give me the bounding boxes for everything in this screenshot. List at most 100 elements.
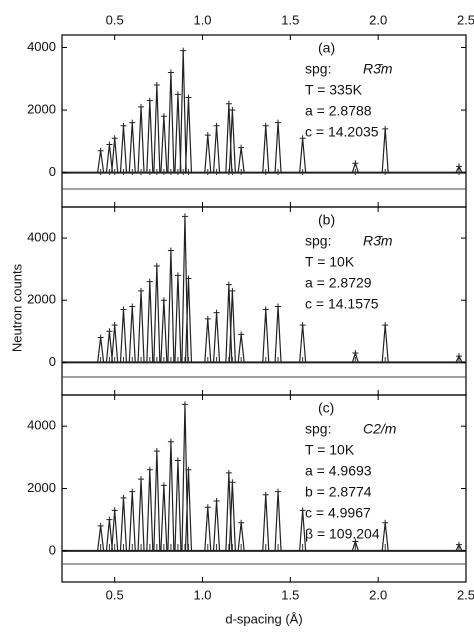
panel-label: (b) bbox=[318, 212, 335, 228]
x-tick-label-top: 2.5 bbox=[457, 12, 474, 27]
peak-marker bbox=[153, 263, 160, 270]
peak bbox=[160, 116, 168, 173]
y-tick-label: 4000 bbox=[27, 39, 56, 54]
parameter: a = 4.9693 bbox=[305, 463, 372, 479]
peak bbox=[160, 485, 168, 551]
peak bbox=[146, 281, 154, 363]
peak-marker bbox=[174, 272, 181, 279]
peak-marker bbox=[120, 122, 127, 129]
peak-marker bbox=[299, 135, 306, 142]
peak-marker bbox=[106, 328, 113, 335]
peak bbox=[137, 290, 145, 363]
space-group: C2/m bbox=[363, 421, 397, 437]
peak-marker bbox=[262, 491, 269, 498]
peak bbox=[119, 497, 128, 551]
peak-marker bbox=[225, 100, 232, 107]
peak bbox=[167, 250, 175, 363]
peak-marker bbox=[299, 507, 306, 514]
peak-marker bbox=[225, 281, 232, 288]
peak bbox=[204, 318, 212, 363]
peak bbox=[128, 491, 136, 551]
peak bbox=[119, 309, 128, 363]
peak bbox=[153, 266, 161, 363]
peak-marker bbox=[160, 482, 167, 489]
x-tick-label: 2.0 bbox=[369, 587, 387, 602]
peak-marker bbox=[129, 119, 136, 126]
peak-marker bbox=[111, 135, 118, 142]
spg-label: spg: bbox=[305, 421, 331, 437]
peak bbox=[181, 404, 189, 551]
peak bbox=[237, 147, 245, 173]
peak bbox=[119, 125, 128, 173]
peak bbox=[262, 309, 270, 363]
peak bbox=[262, 125, 270, 173]
peak-marker bbox=[181, 213, 188, 220]
y-tick-label: 0 bbox=[49, 354, 56, 369]
panel-label: (c) bbox=[318, 400, 334, 416]
parameter: b = 2.8774 bbox=[305, 484, 372, 500]
peak-marker bbox=[213, 309, 220, 316]
peak-marker bbox=[352, 350, 359, 357]
x-tick-label-top: 1.5 bbox=[281, 12, 299, 27]
peak bbox=[228, 482, 236, 551]
peak bbox=[212, 312, 221, 363]
peak bbox=[212, 125, 221, 173]
peak-marker bbox=[97, 522, 104, 529]
parameter: β = 109.204 bbox=[305, 526, 380, 542]
x-axis-label: d-spacing (Å) bbox=[225, 611, 302, 626]
peak-marker bbox=[120, 494, 127, 501]
peak-marker bbox=[262, 306, 269, 313]
peak-marker bbox=[153, 82, 160, 89]
peak-marker bbox=[129, 303, 136, 310]
parameter: T = 335K bbox=[305, 82, 363, 98]
peak bbox=[128, 122, 136, 173]
peak-marker bbox=[146, 97, 153, 104]
peak bbox=[174, 275, 182, 363]
peak-marker bbox=[225, 469, 232, 476]
y-tick-label: 2000 bbox=[27, 101, 56, 116]
peak-marker bbox=[352, 160, 359, 167]
peak-marker bbox=[204, 132, 211, 139]
y-tick-label: 0 bbox=[49, 164, 56, 179]
panel-frame bbox=[61, 394, 467, 583]
parameter: c = 14.2035 bbox=[305, 124, 379, 140]
panel-frame bbox=[61, 34, 467, 208]
peak bbox=[262, 494, 270, 551]
peak-marker bbox=[167, 247, 174, 254]
peak-marker bbox=[106, 516, 113, 523]
parameter: a = 2.8729 bbox=[305, 275, 372, 291]
peak-marker bbox=[213, 497, 220, 504]
peak-marker bbox=[382, 519, 389, 526]
peak-marker bbox=[180, 47, 187, 54]
peak-marker bbox=[138, 287, 145, 294]
peak-marker bbox=[167, 69, 174, 76]
peak bbox=[137, 479, 145, 551]
peak-marker bbox=[97, 147, 104, 154]
peak-marker bbox=[106, 141, 113, 148]
peak-marker bbox=[160, 297, 167, 304]
parameter: c = 14.1575 bbox=[305, 296, 379, 312]
peak bbox=[153, 85, 161, 173]
peak bbox=[174, 460, 182, 551]
x-tick-label: 1.5 bbox=[281, 587, 299, 602]
peak-marker bbox=[238, 331, 245, 338]
x-tick-label-top: 0.5 bbox=[106, 12, 124, 27]
panel-label: (a) bbox=[318, 40, 335, 56]
peak-marker bbox=[382, 125, 389, 132]
peak-marker bbox=[229, 479, 236, 486]
x-tick-label-top: 2.0 bbox=[369, 12, 387, 27]
peak bbox=[274, 122, 282, 173]
peak bbox=[184, 97, 193, 173]
y-axis-label: Neutron counts bbox=[9, 263, 24, 352]
peak bbox=[153, 451, 161, 551]
peak-marker bbox=[146, 466, 153, 473]
peak-marker bbox=[275, 488, 282, 495]
x-tick-label: 2.5 bbox=[457, 587, 474, 602]
x-tick-label: 1.0 bbox=[193, 587, 211, 602]
peak-marker bbox=[138, 476, 145, 483]
peak-marker bbox=[185, 466, 192, 473]
peak-marker bbox=[160, 113, 167, 120]
peak bbox=[111, 325, 119, 363]
peak bbox=[299, 138, 307, 173]
